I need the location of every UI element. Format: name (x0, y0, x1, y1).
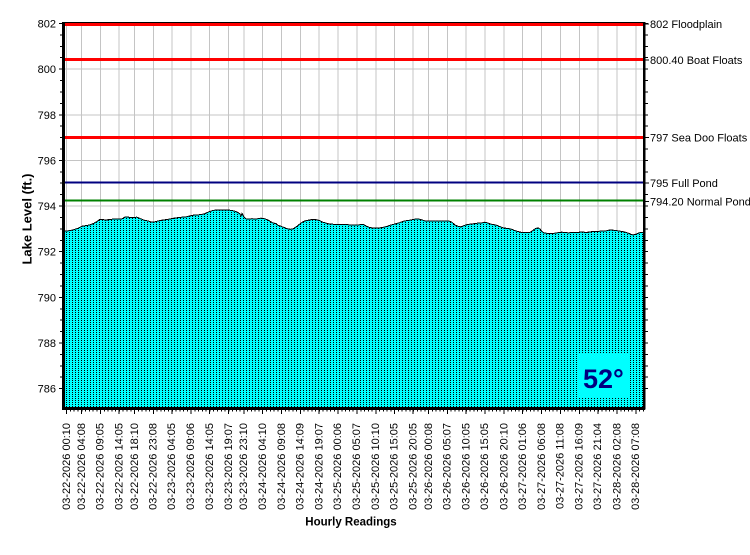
svg-text:03-23-2026 14:05: 03-23-2026 14:05 (204, 423, 216, 510)
svg-text:03-26-2026 15:05: 03-26-2026 15:05 (479, 423, 491, 510)
svg-text:03-27-2026 21:04: 03-27-2026 21:04 (592, 423, 604, 510)
svg-text:03-26-2026 10:05: 03-26-2026 10:05 (460, 423, 472, 510)
svg-text:03-23-2026 04:05: 03-23-2026 04:05 (166, 423, 178, 510)
svg-text:800: 800 (38, 64, 56, 76)
svg-text:796: 796 (38, 155, 56, 167)
svg-text:03-25-2026 15:05: 03-25-2026 15:05 (389, 423, 401, 510)
svg-text:03-24-2026 04:10: 03-24-2026 04:10 (257, 423, 269, 510)
svg-text:03-24-2026 19:07: 03-24-2026 19:07 (313, 423, 325, 510)
svg-text:802 Floodplain: 802 Floodplain (650, 19, 722, 31)
svg-text:03-22-2026 00:10: 03-22-2026 00:10 (61, 423, 73, 510)
svg-text:800.40 Boat Floats: 800.40 Boat Floats (650, 55, 743, 67)
svg-text:788: 788 (38, 338, 56, 350)
svg-text:792: 792 (38, 247, 56, 259)
svg-text:03-26-2026 05:07: 03-26-2026 05:07 (442, 423, 454, 510)
svg-text:03-27-2026 01:06: 03-27-2026 01:06 (517, 423, 529, 510)
svg-text:790: 790 (38, 292, 56, 304)
svg-text:03-25-2026 05:07: 03-25-2026 05:07 (351, 423, 363, 510)
svg-text:52°: 52° (583, 364, 624, 394)
svg-text:03-22-2026 09:05: 03-22-2026 09:05 (95, 423, 107, 510)
svg-text:03-22-2026 18:10: 03-22-2026 18:10 (129, 423, 141, 510)
svg-text:03-28-2026 07:08: 03-28-2026 07:08 (630, 423, 642, 510)
svg-text:03-24-2026 14:09: 03-24-2026 14:09 (295, 423, 307, 510)
svg-text:03-26-2026 20:10: 03-26-2026 20:10 (498, 423, 510, 510)
svg-text:794: 794 (38, 201, 56, 213)
svg-text:798: 798 (38, 110, 56, 122)
svg-text:786: 786 (38, 384, 56, 396)
svg-text:Hourly Readings: Hourly Readings (305, 517, 396, 529)
svg-text:03-23-2026 23:10: 03-23-2026 23:10 (238, 423, 250, 510)
svg-text:795 Full Pond: 795 Full Pond (650, 178, 718, 190)
svg-text:03-27-2026 16:09: 03-27-2026 16:09 (574, 423, 586, 510)
svg-text:03-24-2026 09:08: 03-24-2026 09:08 (276, 423, 288, 510)
svg-text:03-23-2026 09:06: 03-23-2026 09:06 (185, 423, 197, 510)
svg-text:03-25-2026 00:06: 03-25-2026 00:06 (332, 423, 344, 510)
svg-text:797 Sea Doo Floats: 797 Sea Doo Floats (650, 133, 748, 145)
svg-text:03-25-2026 20:05: 03-25-2026 20:05 (408, 423, 420, 510)
svg-text:03-27-2026 11:08: 03-27-2026 11:08 (555, 423, 567, 509)
svg-text:03-23-2026 19:07: 03-23-2026 19:07 (223, 423, 235, 510)
svg-text:03-26-2026 00:08: 03-26-2026 00:08 (423, 423, 435, 510)
svg-text:03-22-2026 04:08: 03-22-2026 04:08 (76, 423, 88, 510)
svg-text:03-28-2026 02:08: 03-28-2026 02:08 (611, 423, 623, 510)
svg-text:03-22-2026 23:08: 03-22-2026 23:08 (148, 423, 160, 510)
svg-text:Lake Level (ft.): Lake Level (ft.) (20, 173, 35, 264)
svg-text:03-27-2026 06:08: 03-27-2026 06:08 (536, 423, 548, 510)
svg-text:802: 802 (38, 19, 56, 31)
svg-text:03-22-2026 14:05: 03-22-2026 14:05 (114, 423, 126, 510)
svg-text:794.20 Normal Pond: 794.20 Normal Pond (650, 197, 750, 209)
svg-text:03-25-2026 10:10: 03-25-2026 10:10 (370, 423, 382, 510)
